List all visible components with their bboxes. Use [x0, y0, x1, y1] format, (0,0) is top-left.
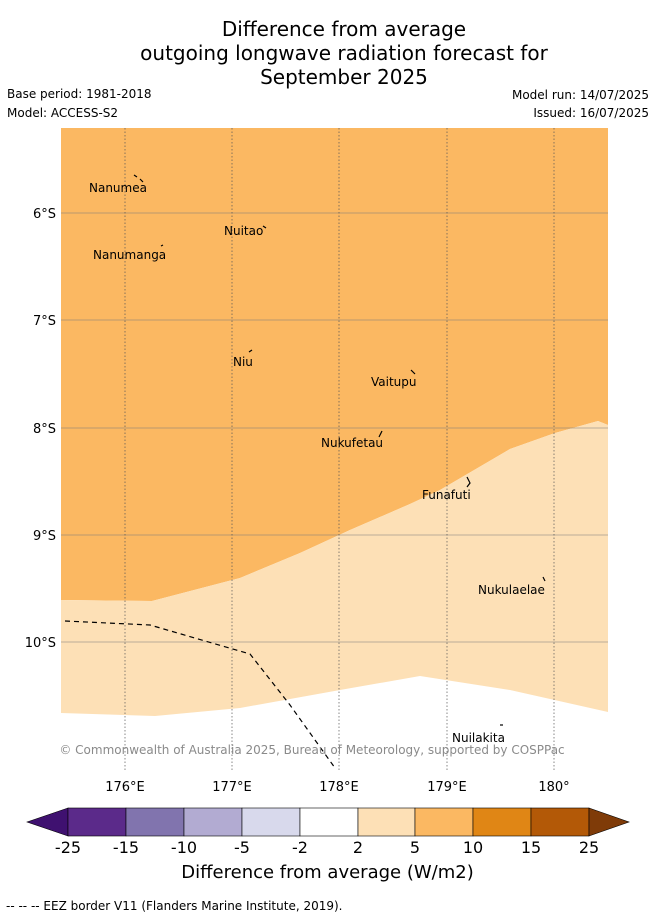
island-nanumanga-shape — [160, 244, 164, 247]
anomaly-band-5-to-10 — [61, 128, 608, 601]
title-line-2: outgoing longwave radiation forecast for — [140, 41, 548, 65]
model-name: Model: ACCESS-S2 — [7, 106, 119, 120]
colorbar-tick: 10 — [463, 838, 483, 857]
lon-label-176e: 176°E — [105, 780, 145, 795]
title-line-1: Difference from average — [221, 17, 467, 41]
island-shapes — [133, 174, 546, 726]
colorbar-segment-7 — [414, 807, 474, 837]
place-label-nukufetau: Nukufetau — [321, 436, 383, 450]
colorbar-segment-6 — [357, 807, 416, 837]
colorbar-segment-3 — [183, 807, 243, 837]
island-nuitao-shape — [262, 225, 267, 229]
place-label-funafuti: Funafuti — [422, 488, 471, 502]
place-label-nukulaelae: Nukulaelae — [478, 583, 545, 597]
lat-label-6s: 6°S — [33, 207, 56, 222]
model-run: Model run: 14/07/2025 — [511, 88, 649, 102]
colorbar-segment-2 — [125, 807, 185, 837]
island-nanumea-shape — [133, 174, 144, 183]
colorbar-segment-5 — [299, 807, 359, 837]
colorbar-tick-labels: -25 -15 -10 -5 -2 2 5 10 15 25 — [55, 838, 599, 857]
map-panel: Nanumea Nuitao Nanumanga Niu Vaitupu Nuk… — [59, 128, 608, 771]
chart-title: Difference from average outgoing longwav… — [0, 17, 655, 89]
place-label-vaitupu: Vaitupu — [371, 375, 417, 389]
colorbar-title: Difference from average (W/m2) — [181, 862, 474, 883]
lon-label-179e: 179°E — [427, 780, 467, 795]
colorbar-tick: -5 — [234, 838, 250, 857]
island-funafuti-shape — [466, 476, 471, 488]
colorbar-tick: 15 — [521, 838, 541, 857]
island-vaitupu-shape — [410, 369, 416, 375]
colorbar-tick: -15 — [113, 838, 139, 857]
longitude-axis-labels: 176°E 177°E 178°E 179°E 180° — [105, 780, 569, 795]
colorbar-high-extension — [588, 807, 630, 837]
lat-label-7s: 7°S — [33, 314, 56, 329]
colorbar-low-extension — [26, 807, 69, 837]
lon-label-180: 180° — [538, 780, 569, 795]
colorbar-tick: 25 — [579, 838, 599, 857]
latitude-gridlines — [61, 212, 608, 643]
colorbar-tick: 5 — [410, 838, 420, 857]
lon-label-178e: 178°E — [319, 780, 359, 795]
island-nukulaelae-shape — [542, 576, 546, 582]
place-label-nuitao: Nuitao — [224, 224, 263, 238]
base-period: Base period: 1981-2018 — [7, 87, 152, 101]
lat-label-9s: 9°S — [33, 529, 56, 544]
longitude-gridlines — [124, 128, 555, 771]
lat-label-10s: 10°S — [25, 636, 56, 651]
eez-border-line — [64, 620, 336, 769]
colorbar-segment-9 — [530, 807, 590, 837]
copyright-notice: © Commonwealth of Australia 2025, Bureau… — [59, 743, 564, 757]
issued-date: Issued: 16/07/2025 — [533, 106, 649, 120]
place-label-nuilakita: Nuilakita — [452, 731, 505, 745]
island-nukufetau-shape — [378, 430, 383, 438]
title-line-3: September 2025 — [260, 65, 428, 89]
colorbar-segment-4 — [241, 807, 301, 837]
colorbar-tick: -25 — [55, 838, 81, 857]
place-label-niu: Niu — [233, 355, 253, 369]
island-niu-shape — [248, 349, 253, 353]
lat-label-8s: 8°S — [33, 422, 56, 437]
eez-border-legend: -- -- -- EEZ border V11 (Flanders Marine… — [6, 899, 343, 913]
latitude-axis-labels: 6°S 7°S 8°S 9°S 10°S — [25, 207, 56, 651]
colorbar-tick: -2 — [292, 838, 308, 857]
colorbar-tick: -10 — [171, 838, 197, 857]
colorbar — [26, 807, 630, 837]
place-label-nanumea: Nanumea — [89, 181, 147, 195]
lon-label-177e: 177°E — [212, 780, 252, 795]
colorbar-tick: 2 — [353, 838, 363, 857]
place-label-nanumanga: Nanumanga — [93, 248, 166, 262]
colorbar-segment-8 — [472, 807, 532, 837]
colorbar-segment-1 — [67, 807, 127, 837]
place-labels: Nanumea Nuitao Nanumanga Niu Vaitupu Nuk… — [89, 181, 545, 745]
